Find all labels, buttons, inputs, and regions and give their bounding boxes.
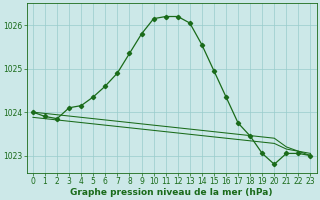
X-axis label: Graphe pression niveau de la mer (hPa): Graphe pression niveau de la mer (hPa) [70,188,273,197]
